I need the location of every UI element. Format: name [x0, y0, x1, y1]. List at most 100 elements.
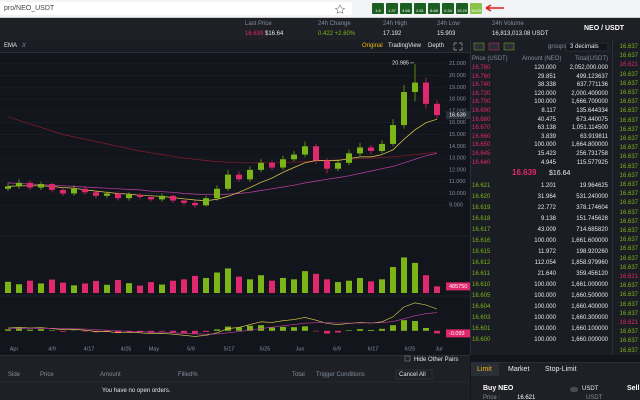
- book-price[interactable]: 16.618: [472, 216, 491, 222]
- book-price[interactable]: 16.640: [472, 159, 491, 166]
- volume-bar: [203, 277, 209, 293]
- book-amount: 100.000: [534, 142, 556, 149]
- book-view-both[interactable]: [473, 42, 485, 51]
- indicator-close[interactable]: X: [22, 43, 27, 49]
- book-price[interactable]: 16.650: [472, 142, 491, 149]
- indicator-label[interactable]: EMA: [4, 43, 18, 49]
- fullscreen-icon[interactable]: [453, 42, 463, 51]
- trade-price: 16.637: [619, 145, 638, 152]
- book-price[interactable]: 16.760: [472, 73, 491, 80]
- book-header: Total(USDT): [574, 56, 608, 62]
- extension-badge[interactable]: 19.20: [456, 3, 468, 14]
- volume-bar: [423, 275, 429, 293]
- decimals-value[interactable]: 3 decimals: [570, 44, 599, 50]
- book-price[interactable]: 16.660: [472, 133, 491, 140]
- book-price[interactable]: 16.680: [472, 116, 491, 123]
- form-tab[interactable]: Limit: [477, 366, 492, 373]
- book-price[interactable]: 16.620: [472, 194, 491, 200]
- book-view-bids[interactable]: [488, 42, 500, 51]
- toggle-label[interactable]: USDT: [582, 386, 599, 392]
- book-price[interactable]: 16.612: [472, 260, 491, 266]
- book-price[interactable]: 16.611: [472, 271, 490, 277]
- book-price[interactable]: 16.610: [472, 282, 491, 288]
- chart-tab[interactable]: Original: [362, 43, 383, 49]
- candle-body: [357, 147, 363, 154]
- candle-body: [71, 188, 77, 194]
- x-tick-label: 6/25: [405, 346, 416, 352]
- limit-tab-bg[interactable]: [471, 362, 499, 376]
- book-price[interactable]: 16.670: [472, 125, 491, 132]
- macd-bar: [335, 330, 341, 333]
- form-tab[interactable]: Market: [508, 366, 530, 373]
- sell-title: Sell: [627, 385, 640, 392]
- book-price[interactable]: 16.645: [472, 151, 491, 157]
- candle-body: [368, 147, 374, 152]
- book-view-asks[interactable]: [503, 42, 515, 51]
- stat-label: Last Price: [245, 21, 272, 27]
- book-price[interactable]: 16.621: [472, 183, 491, 189]
- price-input-value[interactable]: 16.621: [517, 395, 536, 400]
- extension-badge[interactable]: 1.37: [386, 3, 398, 14]
- pair-title: NEO / USDT: [584, 25, 625, 32]
- address-field[interactable]: [0, 2, 352, 15]
- volume-bar: [60, 282, 66, 293]
- book-total: 359.456120: [576, 271, 608, 277]
- candle-body: [16, 182, 22, 187]
- price-tag-bg: [446, 111, 470, 120]
- macd-bar: [291, 327, 297, 331]
- volume-bar: [346, 280, 352, 293]
- book-price[interactable]: 16.619: [472, 205, 491, 211]
- book-price[interactable]: 16.720: [472, 90, 491, 97]
- ticker-bar: [0, 18, 640, 40]
- book-price[interactable]: 16.690: [472, 108, 491, 114]
- decimals-dropdown[interactable]: [565, 42, 609, 52]
- book-amount: 4.945: [540, 159, 556, 166]
- x-tick-label: 4/17: [84, 346, 95, 352]
- bookmark-star[interactable]: [334, 4, 346, 14]
- book-total: 1,660.000000: [571, 337, 608, 343]
- book-amount: 100.000: [534, 304, 556, 310]
- hide-pairs-checkbox[interactable]: [404, 355, 411, 362]
- book-price[interactable]: 16.616: [472, 238, 491, 244]
- trade-price: 16.637: [619, 255, 638, 262]
- extension-badge[interactable]: 2.81: [414, 3, 426, 14]
- trade-price: 16.637: [619, 80, 638, 87]
- macd-line: [7, 302, 438, 337]
- cancel-all-dropdown[interactable]: [395, 369, 433, 380]
- volume-bar: [269, 280, 275, 293]
- unit-toggle[interactable]: [570, 387, 578, 392]
- chart-tab[interactable]: TradingView: [388, 43, 422, 49]
- book-price[interactable]: 16.604: [472, 304, 491, 310]
- y-tick-label: 16.000: [449, 120, 466, 126]
- extension-badge[interactable]: 4.56: [400, 3, 412, 14]
- y-tick-label: 15.000: [449, 132, 466, 138]
- extension-badge[interactable]: 0.34: [442, 3, 454, 14]
- book-price[interactable]: 16.617: [472, 227, 491, 233]
- book-price[interactable]: 16.615: [472, 249, 491, 255]
- hide-pairs-label[interactable]: Hide Other Pairs: [414, 357, 459, 363]
- macd-bar: [302, 326, 308, 331]
- book-price[interactable]: 16.605: [472, 293, 491, 299]
- extension-badge[interactable]: 16.63: [470, 3, 482, 14]
- orders-header: Filled%: [178, 372, 198, 378]
- cancel-all[interactable]: Cancel All: [399, 372, 426, 378]
- form-tab[interactable]: Stop-Limit: [545, 366, 577, 373]
- book-price[interactable]: 16.780: [472, 65, 491, 71]
- url-text[interactable]: pro/NEO_USDT: [4, 5, 55, 12]
- book-price[interactable]: 16.740: [472, 82, 491, 89]
- stat-value: 17.192: [383, 31, 402, 37]
- volume-bar: [214, 272, 220, 293]
- candle-body: [159, 195, 165, 200]
- book-price[interactable]: 16.700: [472, 99, 491, 106]
- extension-badge[interactable]: 1.6: [372, 3, 384, 14]
- macd-bar: [49, 330, 55, 331]
- extension-badge[interactable]: 8.68: [428, 3, 440, 14]
- book-price[interactable]: 16.600: [472, 337, 491, 343]
- book-price[interactable]: 16.601: [472, 326, 491, 332]
- macd-bar: [60, 330, 66, 332]
- book-amount: 21.640: [537, 271, 556, 277]
- book-price[interactable]: 16.603: [472, 315, 491, 321]
- book-total: 2,052,000.000: [569, 65, 608, 71]
- chart-tab[interactable]: Depth: [428, 43, 445, 49]
